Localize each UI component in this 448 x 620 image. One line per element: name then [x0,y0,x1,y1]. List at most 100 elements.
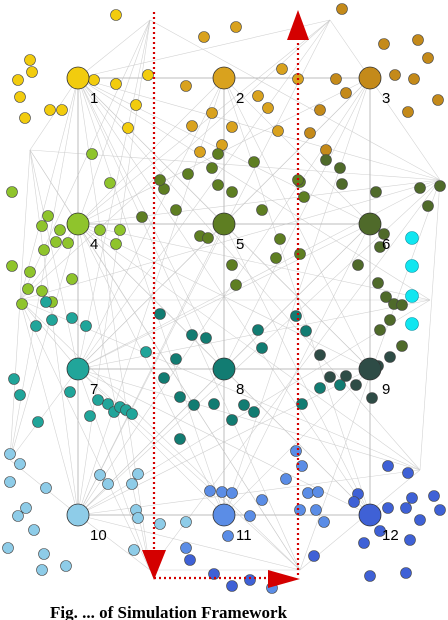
scatter-point [252,324,264,336]
scatter-point [130,99,142,111]
scatter-point [20,502,32,514]
path-arrows [142,10,309,588]
scatter-point [12,74,24,86]
scatter-point [334,162,346,174]
mesh-line [9,368,79,461]
scatter-point [6,260,18,272]
scatter-point [318,516,330,528]
mesh-line [19,149,31,301]
scatter-point [226,580,238,592]
scatter-point [174,433,186,445]
mesh-line [77,223,421,471]
scatter-point [28,524,40,536]
scatter-point [252,90,264,102]
scatter-point [404,534,416,546]
scatter-point [140,346,152,358]
scatter-point [36,564,48,576]
scatter-point [380,291,392,303]
scatter-point [314,104,326,116]
scatter-point [348,496,360,508]
scatter-point [208,568,220,580]
scatter-point [194,146,206,158]
scatter-point [66,273,78,285]
scatter-point [238,399,250,411]
scatter-point [230,21,242,33]
scatter-point [170,353,182,365]
scatter-point [244,574,256,586]
scatter-point [24,54,36,66]
scatter-point [256,204,268,216]
mesh-line [77,368,301,571]
scatter-point [216,486,228,498]
scatter-point [374,525,386,537]
mesh-line [77,77,151,571]
mesh-line [77,77,225,225]
scatter-point [204,485,216,497]
grid-node [358,503,382,527]
grid-node [358,357,382,381]
scatter-point [400,502,412,514]
mesh-line [77,77,431,301]
arrowhead [268,570,300,588]
scatter-point [336,3,348,15]
mesh-line [77,19,331,225]
grid-nodes: 1 2 34 5 67 8 910 11 12 [66,66,399,544]
scatter-point [94,469,106,481]
mesh-line [19,299,79,516]
mesh-line [77,77,441,181]
scatter-point [402,106,414,118]
scatter-point [226,414,238,426]
scatter-point [374,324,386,336]
scatter-point [212,179,224,191]
scatter-point [32,416,44,428]
mesh-line [29,149,441,181]
scatter-point [406,492,418,504]
node-label: 4 [90,236,98,253]
scatter-point [296,460,308,472]
scatter-point [298,191,310,203]
scatter-point [280,473,292,485]
scatter-point [154,308,166,320]
scatter-point [30,320,42,332]
cyan-point [405,231,419,245]
scatter-point [170,204,182,216]
scatter-point [226,186,238,198]
scatter-point [290,310,302,322]
scatter-point [206,162,218,174]
scatter-point [22,283,34,295]
scatter-point [158,372,170,384]
scatter-point [320,144,332,156]
mesh-line [77,19,151,370]
scatter-point [350,379,362,391]
scatter-point [244,510,256,522]
scatter-point [132,512,144,524]
scatter-point [4,448,16,460]
scatter-point [248,156,260,168]
scatter-point [330,73,342,85]
node-label: 10 [90,527,107,544]
grid-node [358,66,382,90]
scatter-point [186,329,198,341]
scatter-point [42,210,54,222]
mesh-line [77,19,151,225]
scatter-point [88,74,100,86]
scatter-point [312,486,324,498]
scatter-point [86,148,98,160]
mesh-line [419,179,441,471]
scatter-point [384,314,396,326]
scatter-point [340,370,352,382]
scatter-point [44,104,56,116]
node-label: 3 [382,90,390,107]
scatter-point [300,325,312,337]
scatter-point [296,398,308,410]
scatter-point [340,87,352,99]
mesh-line [223,368,371,516]
scatter-point [304,127,316,139]
scatter-point [14,458,26,470]
scatter-point [408,73,420,85]
scatter-point [422,200,434,212]
scatter-point [428,490,440,502]
scatter-point [36,220,48,232]
mesh-line [77,223,225,370]
scatter-point [206,107,218,119]
